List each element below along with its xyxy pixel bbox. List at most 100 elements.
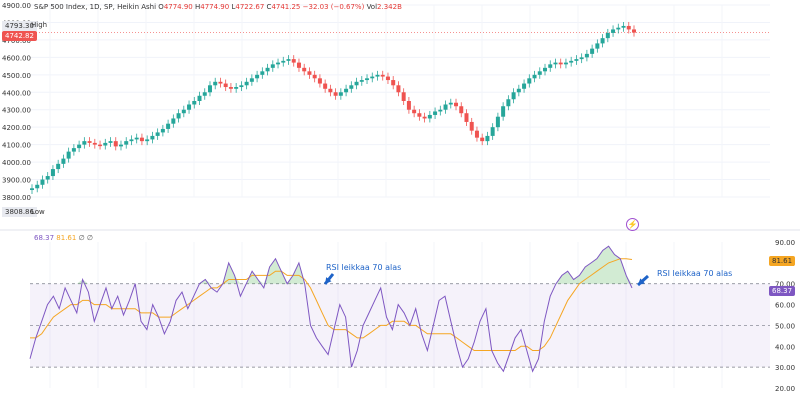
candle-body bbox=[77, 144, 82, 149]
ohlc-high: 4774.90 bbox=[200, 3, 230, 11]
ohlc-high-prefix: H bbox=[195, 3, 201, 11]
candle-body bbox=[312, 74, 317, 79]
candle-body bbox=[569, 60, 574, 63]
ohlc-low: 4722.67 bbox=[235, 3, 265, 11]
candle-body bbox=[139, 137, 144, 142]
symbol-title[interactable]: S&P 500 Index, 1D, SP, Heikin Ashi bbox=[34, 3, 157, 11]
candle-body bbox=[433, 111, 438, 115]
candle-body bbox=[365, 78, 370, 81]
price-tick-label: 4500.00 bbox=[2, 72, 31, 80]
price-tick-label: 4400.00 bbox=[2, 89, 31, 97]
candle-body bbox=[406, 101, 411, 110]
annotation-rsi-cross-2[interactable]: RSI leikkaa 70 alas bbox=[657, 269, 733, 278]
current-price-tag: 4742.82 bbox=[2, 31, 37, 41]
candle-body bbox=[207, 85, 212, 93]
candle-body bbox=[464, 113, 469, 122]
rsi-value-tag: 68.37 bbox=[769, 286, 796, 296]
candle-body bbox=[40, 179, 45, 185]
ohlc-close: 4741.25 bbox=[271, 3, 301, 11]
candle-body bbox=[474, 130, 479, 138]
price-tick-label: 4600.00 bbox=[2, 54, 31, 62]
rsi-tick-label: 40.00 bbox=[775, 343, 795, 351]
candle-body bbox=[270, 64, 275, 68]
candle-body bbox=[454, 102, 459, 107]
rsi-tick-label: 20.00 bbox=[775, 385, 795, 393]
rsi-ma-line bbox=[30, 258, 633, 351]
candle-body bbox=[56, 163, 61, 170]
candle-body bbox=[485, 135, 490, 142]
candle-body bbox=[286, 59, 291, 61]
candle-body bbox=[469, 121, 474, 131]
ohlc-low-prefix: L bbox=[231, 3, 236, 11]
candle-body bbox=[197, 95, 202, 101]
candle-body bbox=[103, 142, 108, 146]
candle-body bbox=[344, 88, 349, 93]
candle-body bbox=[385, 76, 390, 81]
candle-body bbox=[244, 81, 249, 86]
rsi-ma-legend-value: 81.61 bbox=[56, 234, 77, 242]
candle-body bbox=[218, 81, 223, 84]
candle-body bbox=[532, 74, 537, 79]
candle-body bbox=[192, 101, 197, 105]
candle-body bbox=[307, 71, 312, 75]
candle-body bbox=[260, 71, 265, 75]
candle-body bbox=[328, 88, 333, 93]
low-label: Low bbox=[31, 208, 45, 216]
price-tick-label: 4300.00 bbox=[2, 107, 31, 115]
candle-body bbox=[291, 59, 296, 63]
candle-body bbox=[317, 78, 322, 84]
candle-body bbox=[145, 139, 150, 142]
candle-body bbox=[563, 62, 568, 65]
candle-body bbox=[438, 109, 443, 112]
candle-body bbox=[71, 148, 76, 152]
candle-body bbox=[30, 188, 34, 191]
annotation-rsi-cross-1[interactable]: RSI leikkaa 70 alas bbox=[326, 263, 402, 272]
candle-body bbox=[595, 43, 600, 49]
lightning-icon[interactable]: ⚡ bbox=[626, 218, 639, 231]
candle-body bbox=[92, 142, 97, 145]
candle-body bbox=[522, 83, 527, 89]
annotation-arrow-2-head bbox=[638, 278, 645, 285]
candle-body bbox=[87, 141, 92, 143]
candle-body bbox=[459, 106, 464, 114]
candle-body bbox=[98, 144, 103, 147]
candle-body bbox=[412, 109, 417, 114]
candle-body bbox=[370, 76, 375, 79]
candle-body bbox=[495, 116, 500, 128]
candle-body bbox=[543, 67, 548, 72]
candle-body bbox=[155, 132, 160, 136]
candle-body bbox=[558, 62, 563, 65]
rsi-legend: 68.37 81.61 ∅ ∅ bbox=[34, 234, 93, 242]
price-tick-label: 4200.00 bbox=[2, 124, 31, 132]
candle-body bbox=[150, 135, 155, 140]
candle-body bbox=[45, 176, 50, 180]
candle-body bbox=[621, 25, 626, 28]
rsi-ma-tag: 81.61 bbox=[769, 256, 796, 266]
chart-header: S&P 500 Index, 1D, SP, Heikin Ashi O4774… bbox=[34, 3, 402, 11]
candle-body bbox=[35, 184, 40, 189]
price-tick-label: 3800.00 bbox=[2, 194, 31, 202]
candle-body bbox=[427, 114, 432, 119]
candle-body bbox=[401, 92, 406, 101]
candle-body bbox=[50, 169, 55, 177]
candle-body bbox=[511, 92, 516, 100]
candle-body bbox=[302, 67, 307, 72]
volume-value: 2.342B bbox=[377, 3, 402, 11]
candle-body bbox=[380, 74, 385, 77]
candle-body bbox=[501, 106, 506, 117]
candle-body bbox=[527, 78, 532, 84]
candle-body bbox=[553, 62, 558, 65]
rsi-legend-extra: ∅ ∅ bbox=[78, 234, 93, 242]
rsi-legend-value: 68.37 bbox=[34, 234, 55, 242]
candle-body bbox=[166, 123, 171, 129]
candle-body bbox=[600, 38, 605, 44]
candle-body bbox=[82, 141, 87, 145]
candle-body bbox=[537, 71, 542, 75]
rsi-overbought-fill bbox=[30, 246, 632, 284]
candle-body bbox=[113, 141, 118, 147]
candle-body bbox=[605, 32, 610, 39]
candle-body bbox=[213, 81, 218, 86]
candle-body bbox=[239, 85, 244, 88]
